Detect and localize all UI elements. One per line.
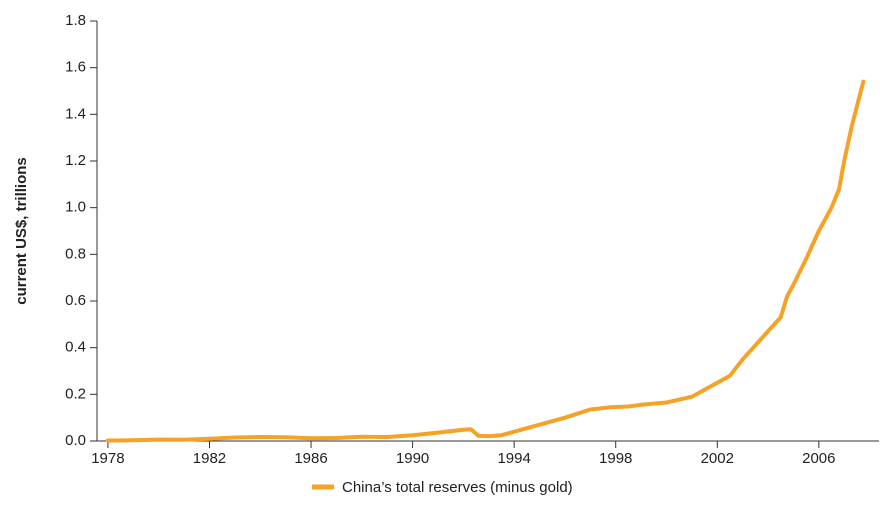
x-tick-label: 2002 xyxy=(701,450,734,467)
y-tick-label: 0.8 xyxy=(65,245,86,262)
x-tick-label: 1994 xyxy=(497,450,530,467)
y-axis-label: current US$, trillions xyxy=(13,157,30,305)
x-tick-label: 1986 xyxy=(294,450,327,467)
y-tick-label: 1.8 xyxy=(65,12,86,29)
y-tick-label: 1.6 xyxy=(65,59,86,76)
data-line xyxy=(105,79,866,443)
y-tick-label: 0.6 xyxy=(65,292,86,309)
y-tick-label: 0.4 xyxy=(65,339,86,356)
x-tick-label: 1998 xyxy=(599,450,632,467)
y-tick-label: 1.2 xyxy=(65,152,86,169)
x-tick-label: 1990 xyxy=(396,450,429,467)
y-tick-label: 1.0 xyxy=(65,199,86,216)
x-tick-label: 1982 xyxy=(193,450,226,467)
y-tick-label: 1.4 xyxy=(65,105,86,122)
y-tick-label: 0.0 xyxy=(65,432,86,449)
x-tick-label: 1978 xyxy=(91,450,124,467)
legend-label: China’s total reserves (minus gold) xyxy=(342,479,573,496)
y-tick-label: 0.2 xyxy=(65,385,86,402)
x-tick-label: 2006 xyxy=(802,450,835,467)
